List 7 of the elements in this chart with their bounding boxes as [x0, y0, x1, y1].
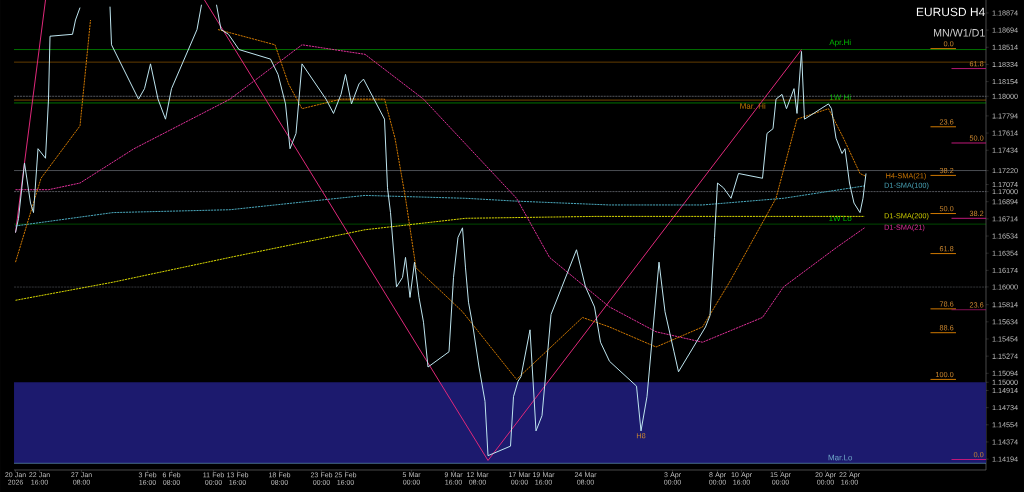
ref-line-label: Apr.Hi [829, 39, 851, 47]
ref-line-label: Mar. Hi [740, 103, 766, 109]
text: MN/W1/D1 [934, 28, 985, 37]
ref-line-label: Mar.Lo [828, 454, 853, 461]
ref-line-label: 1W Lo [829, 215, 852, 222]
ref-line-label: 1W Hi [829, 94, 851, 101]
chart-title: EURUSD H4 [916, 7, 985, 17]
